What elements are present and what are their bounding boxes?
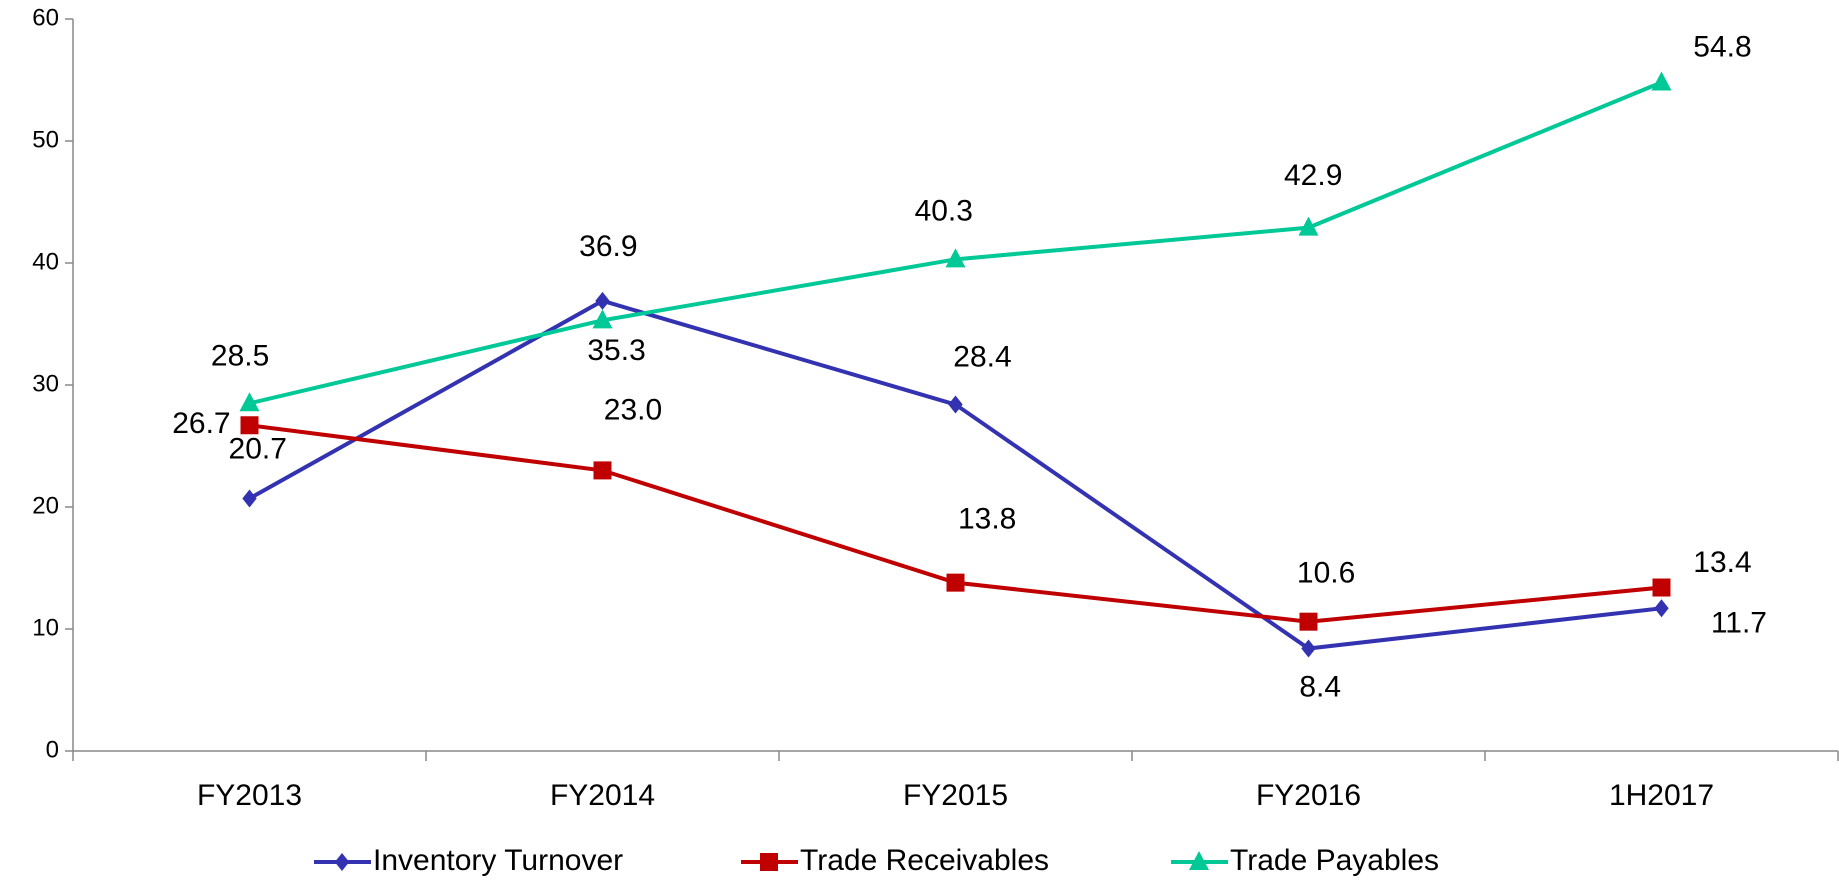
data-label: 26.7 <box>172 407 230 440</box>
legend-label: Trade Receivables <box>800 844 1049 877</box>
marker <box>242 489 257 508</box>
x-tick-label: 1H2017 <box>1609 779 1714 812</box>
data-label: 20.7 <box>229 432 287 465</box>
marker <box>592 309 613 329</box>
y-tick-label: 40 <box>32 248 59 275</box>
data-label: 35.3 <box>587 334 645 367</box>
y-tick-label: 30 <box>32 370 59 397</box>
marker <box>1189 851 1209 870</box>
marker <box>1301 639 1316 658</box>
x-tick-label: FY2013 <box>197 779 302 812</box>
marker <box>1652 578 1671 597</box>
marker <box>948 395 963 414</box>
data-label: 23.0 <box>604 394 662 427</box>
data-label: 11.7 <box>1711 607 1767 640</box>
data-label: 13.8 <box>958 502 1016 535</box>
marker <box>595 291 610 310</box>
legend-label: Inventory Turnover <box>373 844 623 877</box>
y-tick-label: 0 <box>46 736 59 763</box>
y-tick-label: 50 <box>32 126 59 153</box>
data-label: 54.8 <box>1693 30 1751 63</box>
y-tick-label: 60 <box>32 4 59 31</box>
data-label: 28.4 <box>953 341 1011 374</box>
marker <box>593 461 612 480</box>
marker <box>1654 599 1669 618</box>
marker <box>1298 216 1319 236</box>
marker <box>945 248 966 268</box>
marker <box>1651 71 1672 91</box>
x-tick-label: FY2014 <box>550 779 655 812</box>
x-tick-label: FY2016 <box>1256 779 1361 812</box>
data-label: 10.6 <box>1297 557 1355 590</box>
data-label: 42.9 <box>1284 159 1342 192</box>
marker <box>240 416 259 435</box>
series-line <box>249 423 1662 624</box>
marker <box>760 853 778 871</box>
data-label: 36.9 <box>579 230 637 263</box>
legend-label: Trade Payables <box>1230 844 1439 877</box>
data-label: 40.3 <box>915 194 973 227</box>
marker <box>946 573 965 592</box>
marker <box>1299 612 1318 631</box>
marker <box>334 853 350 871</box>
data-label: 13.4 <box>1693 546 1751 579</box>
y-tick-label: 20 <box>32 492 59 519</box>
data-label: 8.4 <box>1299 670 1341 703</box>
y-tick-label: 10 <box>32 614 59 641</box>
x-tick-label: FY2015 <box>903 779 1008 812</box>
marker <box>239 392 260 412</box>
data-label: 28.5 <box>211 339 269 372</box>
